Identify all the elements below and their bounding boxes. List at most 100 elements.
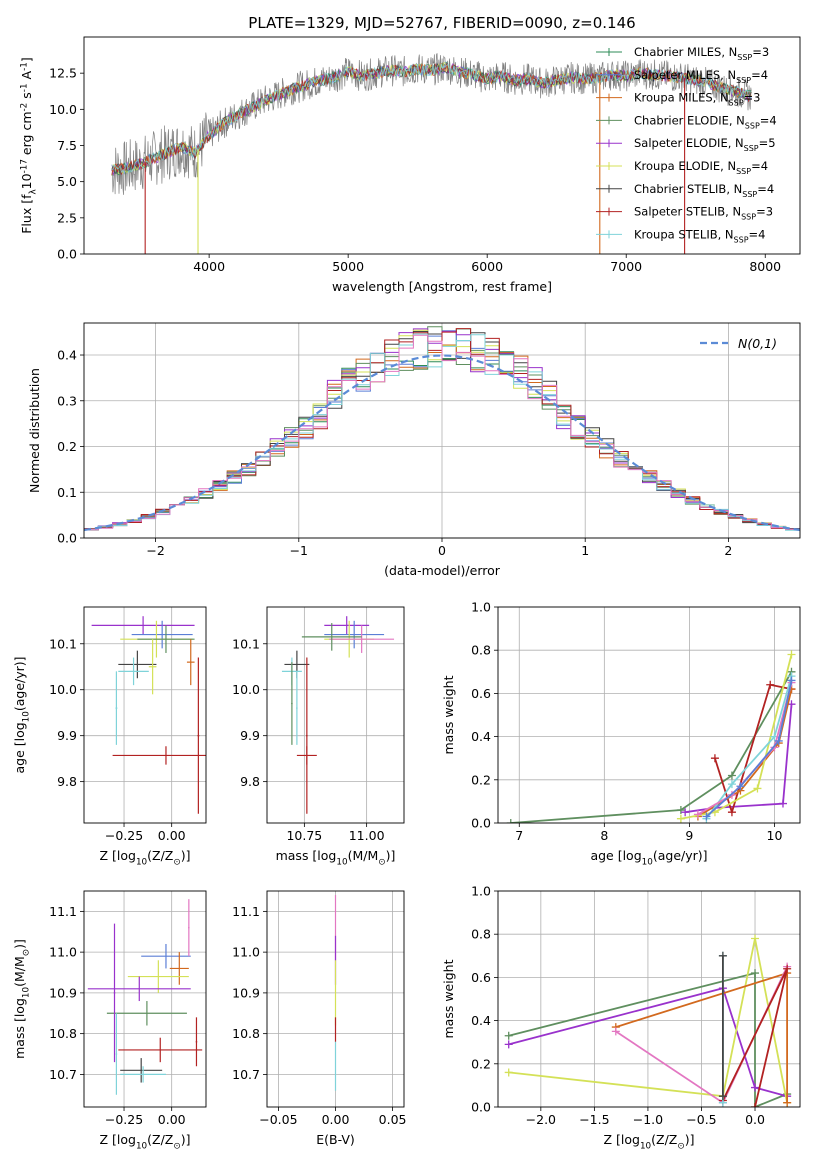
- errorbar-point: [329, 625, 395, 653]
- weight-z-ytick-label: 0.2: [471, 1056, 491, 1071]
- residuals-xtick-label: 1: [581, 543, 589, 558]
- weight-z-ytick-label: 0.6: [471, 970, 491, 985]
- legend-label: Kroupa STELIB, NSSP=4: [634, 227, 765, 244]
- mass-z-ylabel: mass [log10(M/M⊙)]: [12, 939, 31, 1059]
- weight-age-ytick-label: 0.8: [471, 643, 491, 658]
- errorbar-point: [324, 616, 370, 635]
- age-z-ytick-label: 10.0: [49, 682, 77, 697]
- spectrum-ytick-label: 12.5: [49, 66, 77, 81]
- age-mass-xtick-label: 11.00: [349, 828, 385, 843]
- age-z-ylabel: age [log10(age/yr)]: [12, 656, 31, 773]
- residuals-frame: [83, 322, 801, 539]
- weight-marker: [736, 782, 745, 791]
- mass-z-ytick-label: 11.1: [49, 904, 77, 919]
- errorbar-point: [306, 657, 308, 814]
- legend-normal-label: N(0,1): [738, 336, 777, 351]
- weight-marker: [778, 799, 787, 808]
- weight-line-1: [508, 987, 788, 1098]
- spectrum-xtick-label: 5000: [332, 259, 364, 274]
- errorbar-point: [118, 650, 157, 679]
- weight-z-ytick-label: 1.0: [471, 884, 491, 899]
- observed-spectrum: [111, 53, 752, 195]
- residuals-ylabel: Normed distribution: [27, 368, 42, 493]
- errorbar-point: [115, 671, 118, 745]
- weight-age-axes: 7 8 9 10 0.0 0.2 0.4 0.6 0.8 1.0 age [log10(age/yr…: [441, 600, 801, 867]
- age-z-xtick-label: 0.00: [158, 828, 186, 843]
- weight-z-ylabel: mass weight: [441, 959, 456, 1038]
- weight-age-ytick-label: 0.6: [471, 686, 491, 701]
- spectrum-ylabel: Flux [fλ10-17 erg cm-2 s-1 A-1]: [19, 57, 38, 234]
- residuals-plot: [84, 326, 800, 532]
- legend-label: Kroupa ELODIE, NSSP=4: [634, 159, 768, 176]
- errorbar-point: [91, 616, 195, 635]
- errorbar-point: [301, 623, 362, 651]
- mass-z-xlabel: Z [log10(Z/Z⊙)]: [99, 1132, 190, 1151]
- legend-label: Salpeter MILES, NSSP=4: [634, 68, 768, 85]
- legend-entry: Kroupa MILES, NSSP=3: [596, 91, 760, 108]
- age-mass-axes: 10.75 11.00 9.8 9.9 10.0 10.1 mass [log10(M/M⊙…: [232, 606, 405, 867]
- weight-line-7: [705, 680, 793, 818]
- age-z-axes: −0.25 0.00 9.8 9.9 10.0 10.1 Z [log10(Z/Z⊙)] ag…: [12, 606, 207, 867]
- weight-marker: [727, 780, 736, 789]
- age-mass-ytick-label: 9.8: [240, 774, 260, 789]
- weight-marker: [774, 736, 783, 745]
- mass-ebv-xtick-label: 0.05: [379, 1112, 407, 1127]
- mass-ebv-xlabel: E(B-V): [316, 1132, 355, 1147]
- weight-marker: [751, 934, 760, 943]
- age-mass-plot: [281, 616, 395, 814]
- weight-marker: [753, 784, 762, 793]
- errorbar-point: [141, 943, 191, 969]
- errorbar-point: [115, 1013, 118, 1095]
- mass-z-ytick-label: 10.9: [49, 985, 77, 1000]
- residuals-xlabel: (data-model)/error: [384, 563, 501, 578]
- weight-marker: [787, 676, 796, 685]
- errorbar-point: [120, 1058, 163, 1083]
- residuals-ytick-label: 0.4: [57, 348, 77, 363]
- age-z-xtick-label: −0.25: [105, 828, 143, 843]
- weight-line-1: [685, 704, 793, 814]
- errorbar-point: [324, 620, 385, 649]
- legend-label: Chabrier ELODIE, NSSP=4: [634, 113, 777, 130]
- weight-z-xtick-label: −2.0: [526, 1112, 556, 1127]
- weight-marker: [766, 680, 775, 689]
- mass-ebv-ytick-label: 11.0: [232, 945, 260, 960]
- weight-marker: [676, 814, 685, 823]
- legend-entry: Salpeter ELODIE, NSSP=5: [596, 136, 776, 153]
- mass-z-frame: [83, 890, 207, 1108]
- weight-marker: [504, 1040, 513, 1049]
- legend-entry: Kroupa STELIB, NSSP=4: [596, 227, 765, 244]
- weight-marker: [504, 1031, 513, 1040]
- weight-age-ylabel: mass weight: [441, 675, 456, 754]
- weight-marker: [783, 1098, 792, 1107]
- errorbar-point: [112, 746, 206, 765]
- mass-ebv-xtick-label: −0.05: [259, 1112, 297, 1127]
- age-z-ytick-label: 9.9: [57, 728, 77, 743]
- weight-marker: [727, 771, 736, 780]
- errorbar-point: [127, 960, 189, 993]
- residuals-ytick-label: 0.1: [57, 485, 77, 500]
- mass-z-ytick-label: 10.8: [49, 1026, 77, 1041]
- age-z-plot: [91, 616, 206, 814]
- spectrum-xtick-label: 4000: [193, 259, 225, 274]
- age-z-ytick-label: 9.8: [57, 774, 77, 789]
- errorbar-point: [169, 952, 189, 985]
- weight-marker: [681, 808, 690, 817]
- age-mass-ytick-label: 10.1: [232, 636, 260, 651]
- weight-z-frame: [497, 890, 801, 1108]
- weight-age-xtick-label: 7: [515, 828, 523, 843]
- mass-ebv-frame: [266, 890, 405, 1108]
- residuals-ytick-label: 0.3: [57, 393, 77, 408]
- weight-age-xtick-label: 10: [767, 828, 783, 843]
- mass-ebv-ytick-label: 10.7: [232, 1067, 260, 1082]
- residuals-xtick-label: 2: [724, 543, 732, 558]
- mass-z-xtick-label: 0.00: [158, 1112, 186, 1127]
- residuals-axes: −2 −1 0 1 2 0.0 0.1 0.2 0.3 0.4 (data-model)/error…: [27, 322, 801, 578]
- weight-age-xlabel: age [log10(age/yr)]: [590, 848, 707, 867]
- weight-z-ytick-label: 0.8: [471, 927, 491, 942]
- errorbar-point: [148, 639, 157, 695]
- weight-z-xtick-label: 0.0: [745, 1112, 765, 1127]
- mass-z-plot: [87, 899, 203, 1095]
- errorbar-point: [118, 1037, 203, 1063]
- weight-marker: [718, 951, 727, 960]
- mass-z-ytick-label: 11.0: [49, 945, 77, 960]
